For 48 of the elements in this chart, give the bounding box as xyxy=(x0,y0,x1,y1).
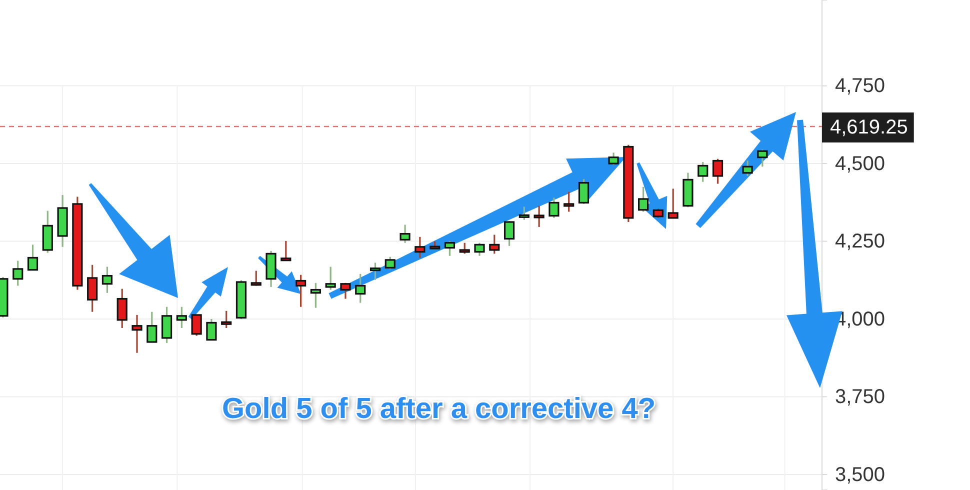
candlestick xyxy=(161,306,172,344)
candlestick xyxy=(146,311,158,343)
candlestick xyxy=(206,318,217,341)
y-tick-label: 4,500 xyxy=(835,152,886,175)
candlestick xyxy=(296,274,306,308)
candlestick xyxy=(325,266,336,291)
candlestick xyxy=(474,242,485,257)
candlestick xyxy=(116,288,128,329)
y-tick-label: 3,500 xyxy=(835,464,886,486)
candlestick xyxy=(548,196,560,219)
candlestick xyxy=(370,262,381,281)
candlestick xyxy=(742,160,753,177)
ref-line-label: 4,619.25 xyxy=(830,116,908,138)
candlestick xyxy=(310,282,321,309)
candlestick xyxy=(414,236,426,259)
candlestick xyxy=(280,240,292,262)
candlestick xyxy=(87,264,98,313)
candlestick xyxy=(578,178,590,205)
candlestick xyxy=(534,205,544,228)
candlestick xyxy=(652,208,664,219)
y-tick-label: 4,250 xyxy=(835,230,886,253)
candlestick xyxy=(459,242,470,255)
candlestick xyxy=(384,256,396,270)
candlestick xyxy=(504,220,515,247)
candlestick xyxy=(564,191,574,213)
candlestick xyxy=(489,234,500,255)
candlestick xyxy=(698,161,708,183)
candlestick xyxy=(176,306,187,329)
candlestick xyxy=(757,148,768,168)
candlestick xyxy=(712,158,724,185)
annotation: Gold 5 of 5 after a corrective 4? xyxy=(222,393,656,425)
candlestick xyxy=(191,314,202,337)
y-tick-label: 4,750 xyxy=(835,75,886,98)
candlestick xyxy=(608,152,619,166)
candlestick xyxy=(444,240,456,257)
candlestick xyxy=(27,244,38,271)
candlestick xyxy=(518,206,530,221)
candlestick xyxy=(12,260,24,287)
candlestick xyxy=(668,188,678,219)
y-tick-label: 3,750 xyxy=(835,386,886,408)
candlestick xyxy=(400,224,410,244)
candlestick xyxy=(102,266,113,294)
candlestick xyxy=(340,282,351,300)
candlestick xyxy=(250,270,262,287)
candlestick xyxy=(355,273,366,304)
candlestick xyxy=(638,186,649,213)
candlestick xyxy=(221,310,232,329)
candlestick xyxy=(132,314,142,354)
